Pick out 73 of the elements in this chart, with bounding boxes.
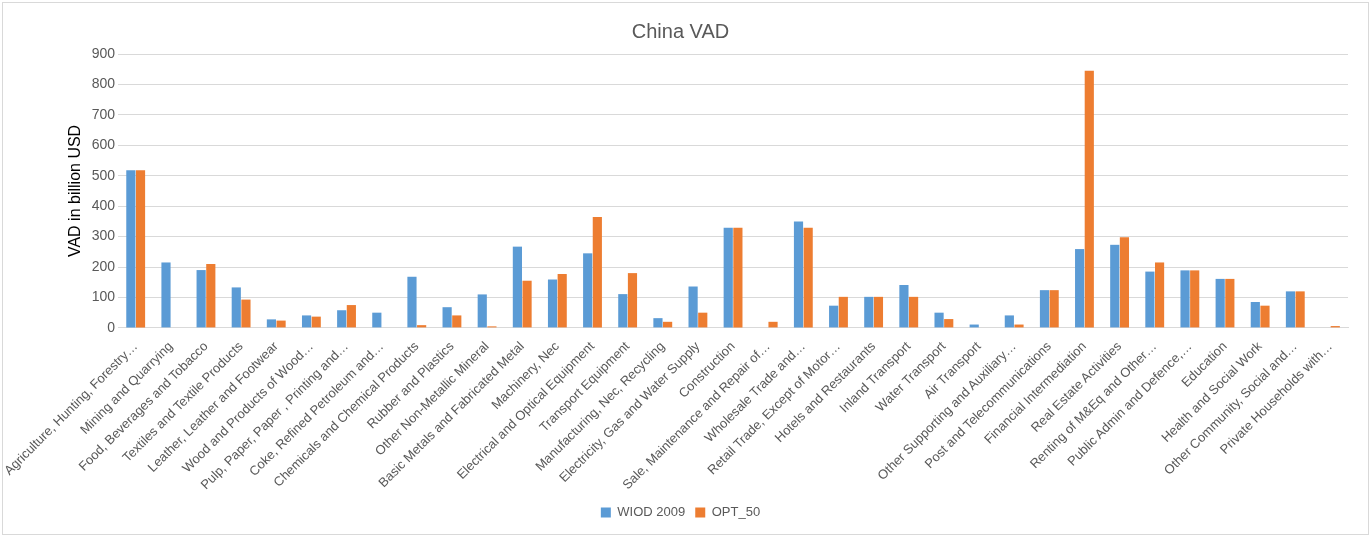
bar bbox=[592, 217, 602, 328]
bar bbox=[1180, 270, 1190, 328]
chart-title: China VAD bbox=[631, 19, 730, 42]
legend-label: WIOD 2009 bbox=[617, 504, 686, 520]
bar bbox=[838, 296, 848, 328]
bar bbox=[793, 221, 804, 328]
bar bbox=[899, 284, 909, 328]
bar bbox=[653, 318, 663, 328]
y-tick-label: 700 bbox=[91, 105, 116, 122]
bar bbox=[196, 270, 206, 328]
bar bbox=[583, 253, 593, 328]
bar bbox=[477, 294, 487, 328]
bar bbox=[442, 307, 452, 328]
bar bbox=[266, 319, 277, 328]
y-tick-label: 300 bbox=[91, 227, 116, 244]
bar bbox=[1004, 315, 1014, 328]
y-tick-label: 100 bbox=[91, 288, 116, 305]
bar bbox=[346, 305, 356, 328]
bar bbox=[909, 296, 919, 328]
y-axis-title: VAD in billion USD bbox=[65, 124, 83, 258]
bar bbox=[206, 263, 216, 328]
bar bbox=[803, 227, 813, 328]
bar bbox=[407, 276, 417, 328]
bar bbox=[1049, 290, 1059, 328]
bar bbox=[1225, 278, 1235, 328]
bar bbox=[126, 170, 136, 328]
bar bbox=[864, 296, 874, 328]
bar bbox=[512, 246, 522, 328]
bar bbox=[1215, 278, 1225, 328]
y-tick-label: 900 bbox=[91, 44, 116, 61]
bar bbox=[1039, 290, 1050, 328]
bar bbox=[1154, 262, 1165, 328]
legend-label: OPT_50 bbox=[711, 504, 761, 520]
y-tick-label: 600 bbox=[91, 136, 116, 153]
bar bbox=[161, 262, 171, 328]
bar bbox=[1084, 70, 1094, 328]
y-tick-label: 800 bbox=[91, 75, 116, 92]
bar bbox=[1260, 305, 1270, 328]
bar bbox=[337, 310, 347, 328]
bar bbox=[768, 321, 778, 328]
bar bbox=[372, 312, 382, 328]
bar bbox=[723, 227, 733, 328]
y-tick-label: 500 bbox=[91, 166, 116, 183]
bar bbox=[829, 305, 839, 328]
bar bbox=[1110, 244, 1120, 328]
bar bbox=[627, 273, 638, 328]
bar bbox=[241, 299, 251, 328]
bar bbox=[688, 286, 698, 328]
bar bbox=[934, 312, 944, 328]
bar bbox=[1250, 302, 1260, 328]
bar bbox=[231, 287, 241, 328]
bar bbox=[311, 316, 321, 328]
bar bbox=[301, 315, 312, 328]
y-tick-label: 400 bbox=[91, 197, 116, 214]
bar bbox=[135, 170, 146, 328]
bar bbox=[1119, 237, 1130, 328]
bar bbox=[698, 312, 708, 328]
y-tick-label: 200 bbox=[91, 257, 116, 274]
y-tick-label: 0 bbox=[107, 318, 116, 335]
bar bbox=[1295, 291, 1305, 328]
bar bbox=[547, 279, 558, 328]
bar bbox=[618, 294, 628, 328]
bar bbox=[1145, 271, 1155, 328]
bar bbox=[1285, 291, 1296, 328]
bar bbox=[1075, 249, 1085, 328]
bar bbox=[276, 320, 286, 328]
bar bbox=[522, 280, 532, 328]
bar bbox=[733, 227, 743, 328]
bar bbox=[452, 315, 462, 328]
bar bbox=[557, 274, 567, 328]
bar bbox=[944, 319, 954, 328]
bar bbox=[1190, 270, 1200, 328]
bar bbox=[873, 296, 884, 328]
